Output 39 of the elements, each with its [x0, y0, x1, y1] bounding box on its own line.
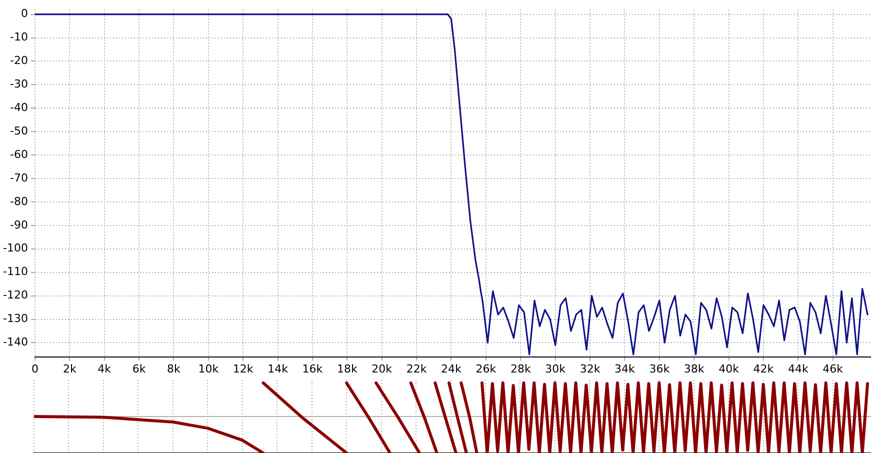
- x-tick-label: 38k: [684, 362, 705, 376]
- x-tick-label: 22k: [406, 362, 428, 376]
- x-tick-label: 26k: [476, 362, 497, 376]
- x-tick-label: 24k: [441, 362, 462, 376]
- y-tick-label: -120: [2, 288, 28, 302]
- x-tick-label: 30k: [545, 362, 566, 376]
- x-tick-label: 6k: [132, 362, 146, 376]
- y-tick-label: -10: [10, 30, 28, 44]
- y-tick-label: 0: [20, 7, 28, 20]
- x-tick-label: 8k: [167, 362, 182, 376]
- y-tick-label: -60: [10, 148, 28, 161]
- y-tick-label: -70: [10, 171, 28, 184]
- x-tick-label: 28k: [510, 362, 532, 376]
- y-tick-label: -80: [10, 194, 28, 208]
- x-tick-label: 32k: [580, 362, 601, 376]
- y-tick-label: -50: [10, 124, 28, 138]
- x-tick-label: 10k: [198, 362, 220, 376]
- x-tick-label: 20k: [372, 362, 393, 376]
- x-tick-label: 0: [31, 362, 38, 376]
- x-tick-label: 34k: [614, 362, 636, 376]
- x-tick-label: 2k: [62, 362, 77, 376]
- x-tick-label: 4k: [98, 362, 112, 376]
- y-tick-label: -100: [2, 242, 28, 255]
- x-tick-label: 44k: [788, 362, 809, 376]
- y-tick-label: -140: [2, 336, 28, 349]
- x-tick-label: 12k: [232, 362, 254, 376]
- x-tick-label: 18k: [336, 362, 358, 376]
- x-tick-label: 40k: [718, 362, 740, 376]
- y-tick-label: -20: [10, 54, 28, 68]
- x-tick-label: 42k: [753, 362, 774, 376]
- y-tick-label: -110: [2, 265, 28, 278]
- x-tick-label: 46k: [822, 362, 844, 376]
- x-tick-label: 36k: [649, 362, 670, 376]
- y-tick-label: -130: [2, 312, 28, 326]
- x-tick-label: 16k: [302, 362, 324, 376]
- y-tick-label: -40: [10, 100, 28, 114]
- y-tick-label: -30: [10, 78, 28, 91]
- y-tick-label: -90: [10, 218, 28, 232]
- x-tick-label: 14k: [268, 362, 289, 376]
